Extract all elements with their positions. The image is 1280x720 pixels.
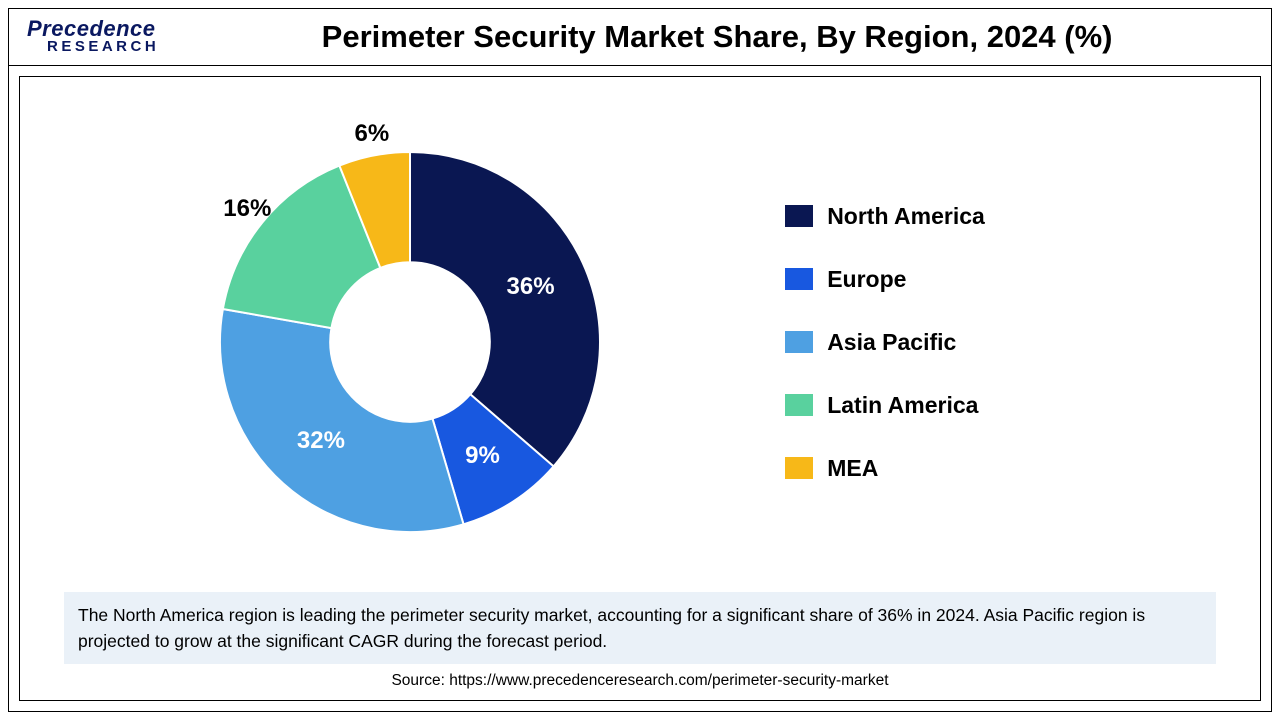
slice-label: 32% [297,427,345,455]
report-frame: Precedence RESEARCH Perimeter Security M… [8,8,1272,712]
brand-name-bottom: RESEARCH [47,40,159,54]
donut-slice [220,309,464,532]
legend-swatch [785,205,813,227]
legend: North America Europe Asia Pacific Latin Ame… [755,203,1216,482]
header-bar: Precedence RESEARCH Perimeter Security M… [9,9,1271,66]
insight-note: The North America region is leading the … [64,592,1216,665]
legend-item: Asia Pacific [785,329,1216,356]
legend-swatch [785,457,813,479]
slice-label: 16% [223,195,271,223]
source-line: Source: https://www.precedenceresearch.c… [64,664,1216,690]
legend-item: North America [785,203,1216,230]
legend-label: Latin America [827,392,978,419]
brand-name-top: Precedence [27,19,159,40]
legend-item: MEA [785,455,1216,482]
legend-swatch [785,331,813,353]
slice-label: 36% [507,273,555,301]
legend-swatch [785,268,813,290]
chart-row: 36% 9% 32% 16% 6% North America Europe Asia Pa… [64,105,1216,580]
content-panel: 36% 9% 32% 16% 6% North America Europe Asia Pa… [19,76,1261,701]
legend-label: Europe [827,266,906,293]
legend-swatch [785,394,813,416]
brand-logo: Precedence RESEARCH [27,19,159,54]
slice-label: 6% [354,120,389,148]
chart-title: Perimeter Security Market Share, By Regi… [181,19,1253,55]
legend-item: Latin America [785,392,1216,419]
legend-label: North America [827,203,985,230]
legend-label: Asia Pacific [827,329,956,356]
donut-chart: 36% 9% 32% 16% 6% [64,105,755,580]
legend-label: MEA [827,455,878,482]
legend-item: Europe [785,266,1216,293]
donut-wrap: 36%9%32%16%6% [200,132,620,552]
slice-label: 9% [465,442,500,470]
